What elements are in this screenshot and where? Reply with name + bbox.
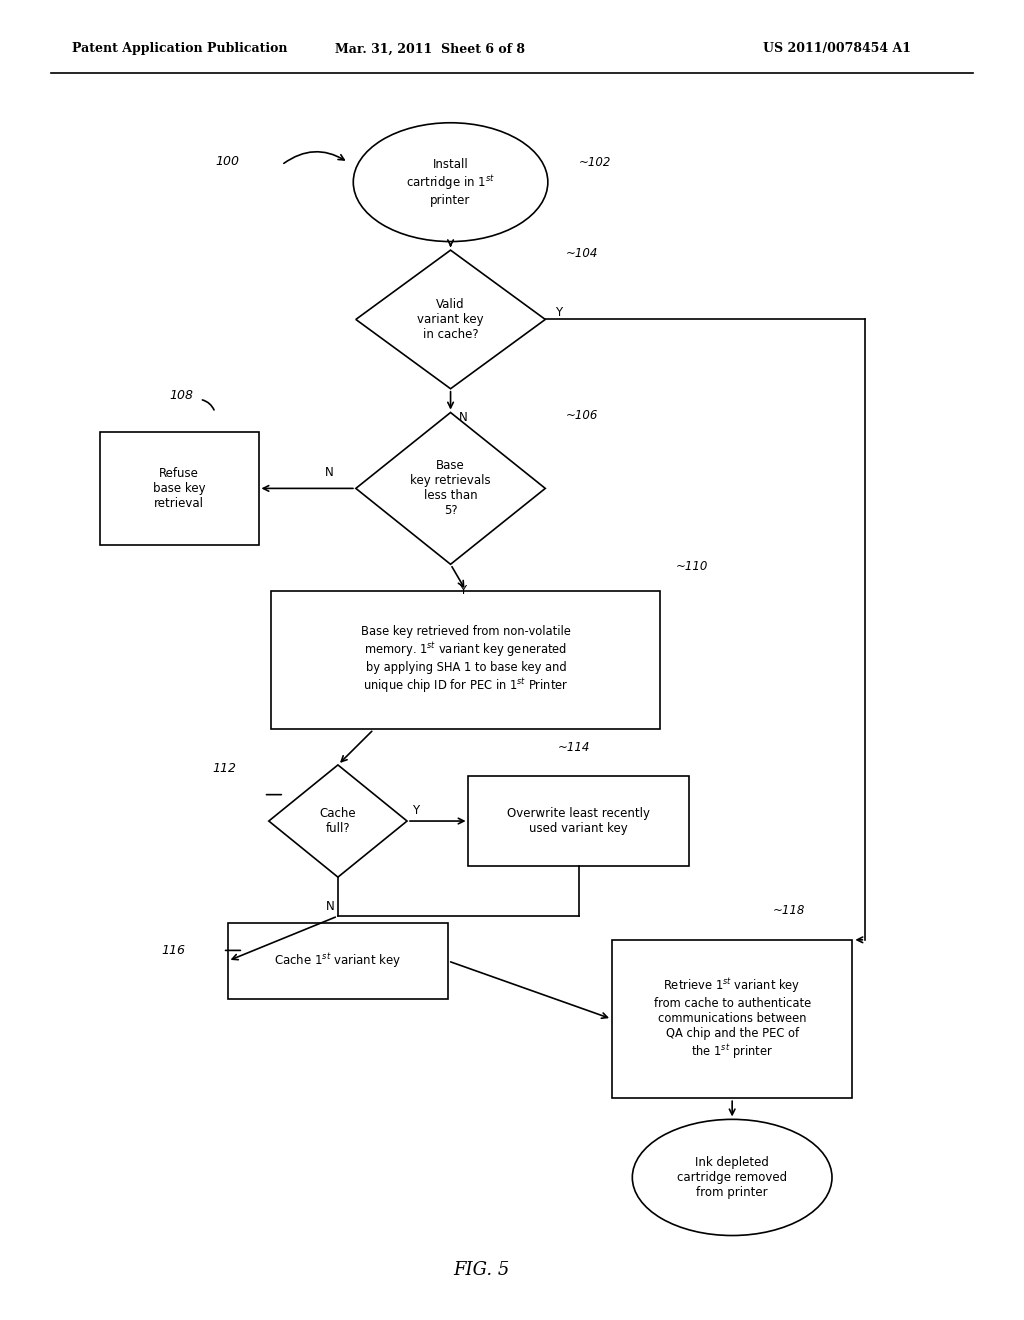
Text: ~114: ~114 [558, 741, 591, 754]
Text: Cache
full?: Cache full? [319, 807, 356, 836]
Text: Y: Y [459, 585, 466, 597]
Text: Retrieve 1$^{st}$ variant key
from cache to authenticate
communications between
: Retrieve 1$^{st}$ variant key from cache… [653, 977, 811, 1061]
Text: Overwrite least recently
used variant key: Overwrite least recently used variant ke… [507, 807, 650, 836]
Text: 100: 100 [215, 154, 239, 168]
Text: 116: 116 [162, 944, 185, 957]
Text: ~106: ~106 [565, 409, 598, 422]
Text: ~110: ~110 [676, 561, 709, 573]
Text: Valid
variant key
in cache?: Valid variant key in cache? [417, 298, 484, 341]
Text: 108: 108 [169, 389, 193, 401]
Text: US 2011/0078454 A1: US 2011/0078454 A1 [763, 42, 911, 55]
Text: Y: Y [555, 306, 562, 319]
Text: Y: Y [412, 804, 419, 817]
Text: Ink depleted
cartridge removed
from printer: Ink depleted cartridge removed from prin… [677, 1156, 787, 1199]
Text: Cache 1$^{st}$ variant key: Cache 1$^{st}$ variant key [274, 952, 401, 970]
Text: N: N [326, 900, 335, 912]
Text: Install
cartridge in 1$^{st}$
printer: Install cartridge in 1$^{st}$ printer [407, 157, 495, 207]
Text: FIG. 5: FIG. 5 [453, 1261, 510, 1279]
Text: Refuse
base key
retrieval: Refuse base key retrieval [153, 467, 206, 510]
Text: Patent Application Publication: Patent Application Publication [72, 42, 287, 55]
Text: N: N [326, 466, 334, 479]
Text: ~102: ~102 [579, 156, 611, 169]
Text: Base
key retrievals
less than
5?: Base key retrievals less than 5? [411, 459, 490, 517]
Text: ~104: ~104 [565, 247, 598, 260]
Text: 112: 112 [213, 762, 237, 775]
Text: Mar. 31, 2011  Sheet 6 of 8: Mar. 31, 2011 Sheet 6 of 8 [335, 42, 525, 55]
Text: ~118: ~118 [773, 904, 806, 917]
Text: Base key retrieved from non-volatile
memory. 1$^{st}$ variant key generated
by a: Base key retrieved from non-volatile mem… [361, 624, 570, 696]
Text: N: N [459, 412, 468, 424]
